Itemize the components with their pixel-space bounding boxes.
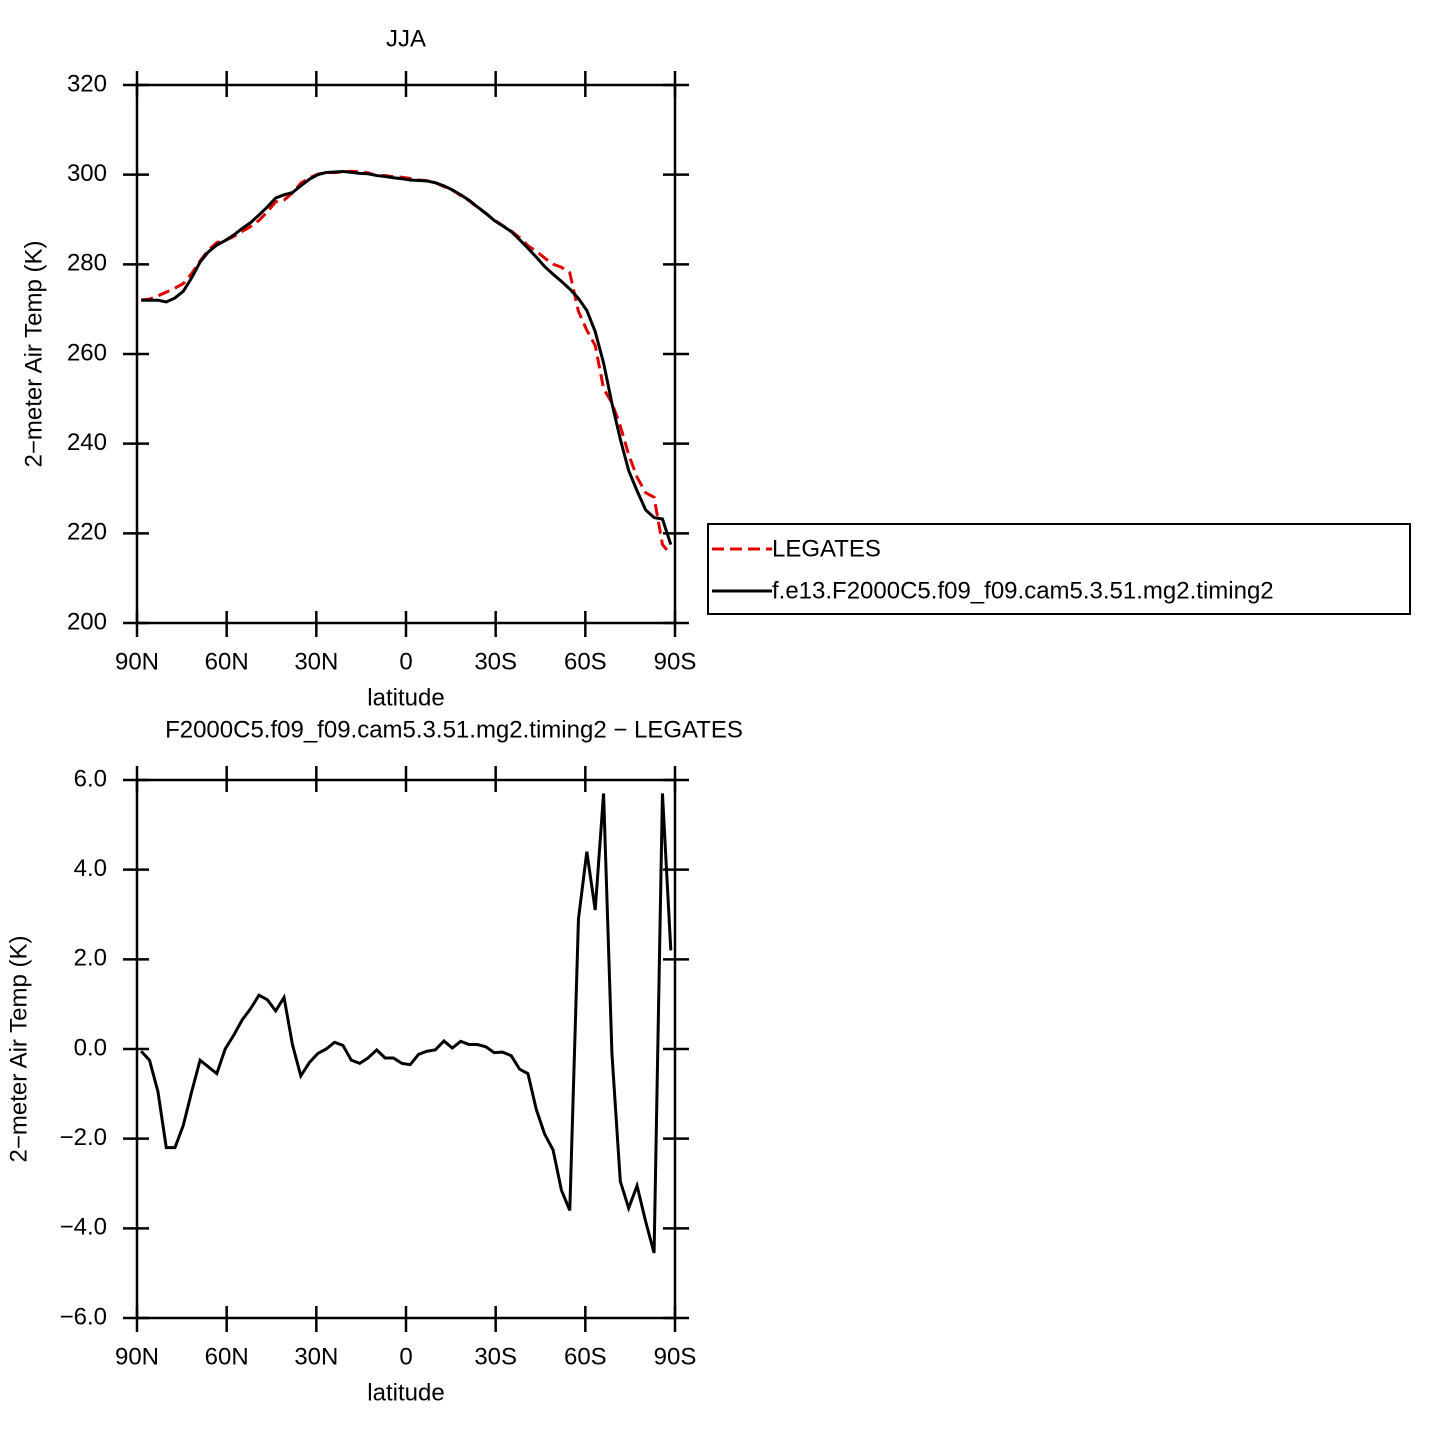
x-tick-label: 90S — [654, 1343, 697, 1370]
legend-label: LEGATES — [772, 535, 881, 562]
y-tick-label: 0.0 — [74, 1034, 107, 1061]
x-tick-label: 90N — [115, 1343, 159, 1370]
y-tick-label: 220 — [67, 519, 107, 546]
legend-box — [707, 523, 1411, 615]
x-tick-label: 30N — [294, 648, 338, 675]
data-line — [140, 793, 673, 1254]
data-line — [141, 169, 672, 556]
y-tick-label: 240 — [67, 429, 107, 456]
y-axis-label: 2−meter Air Temp (K) — [5, 936, 32, 1163]
x-tick-label: 60S — [564, 648, 607, 675]
plot-frame — [135, 83, 677, 625]
data-line — [141, 170, 673, 546]
x-tick-label: 90N — [115, 648, 159, 675]
x-axis-label: latitude — [367, 684, 444, 711]
y-tick-label: 2.0 — [74, 945, 107, 972]
chart-title: JJA — [386, 25, 426, 52]
y-tick-label: 200 — [67, 608, 107, 635]
x-tick-label: 60N — [205, 1343, 249, 1370]
y-tick-label: −4.0 — [60, 1214, 107, 1241]
y-tick-label: −2.0 — [60, 1124, 107, 1151]
y-tick-label: 280 — [67, 250, 107, 277]
x-tick-label: 0 — [399, 1343, 412, 1370]
y-axis-label: 2−meter Air Temp (K) — [20, 241, 47, 468]
y-tick-label: 6.0 — [74, 765, 107, 792]
chart-title: F2000C5.f09_f09.cam5.3.51.mg2.timing2 − … — [165, 716, 743, 743]
y-tick-label: −6.0 — [60, 1303, 107, 1330]
x-tick-label: 60N — [205, 648, 249, 675]
x-axis-label: latitude — [367, 1379, 444, 1406]
y-tick-label: 4.0 — [74, 855, 107, 882]
x-tick-label: 30S — [474, 648, 517, 675]
legend-label: f.e13.F2000C5.f09_f09.cam5.3.51.mg2.timi… — [772, 577, 1274, 604]
x-tick-label: 30S — [474, 1343, 517, 1370]
y-tick-label: 300 — [67, 160, 107, 187]
x-tick-label: 90S — [654, 648, 697, 675]
x-tick-label: 30N — [294, 1343, 338, 1370]
y-tick-label: 320 — [67, 70, 107, 97]
x-tick-label: 60S — [564, 1343, 607, 1370]
y-tick-label: 260 — [67, 339, 107, 366]
plot-frame — [135, 778, 677, 1320]
x-tick-label: 0 — [399, 648, 412, 675]
